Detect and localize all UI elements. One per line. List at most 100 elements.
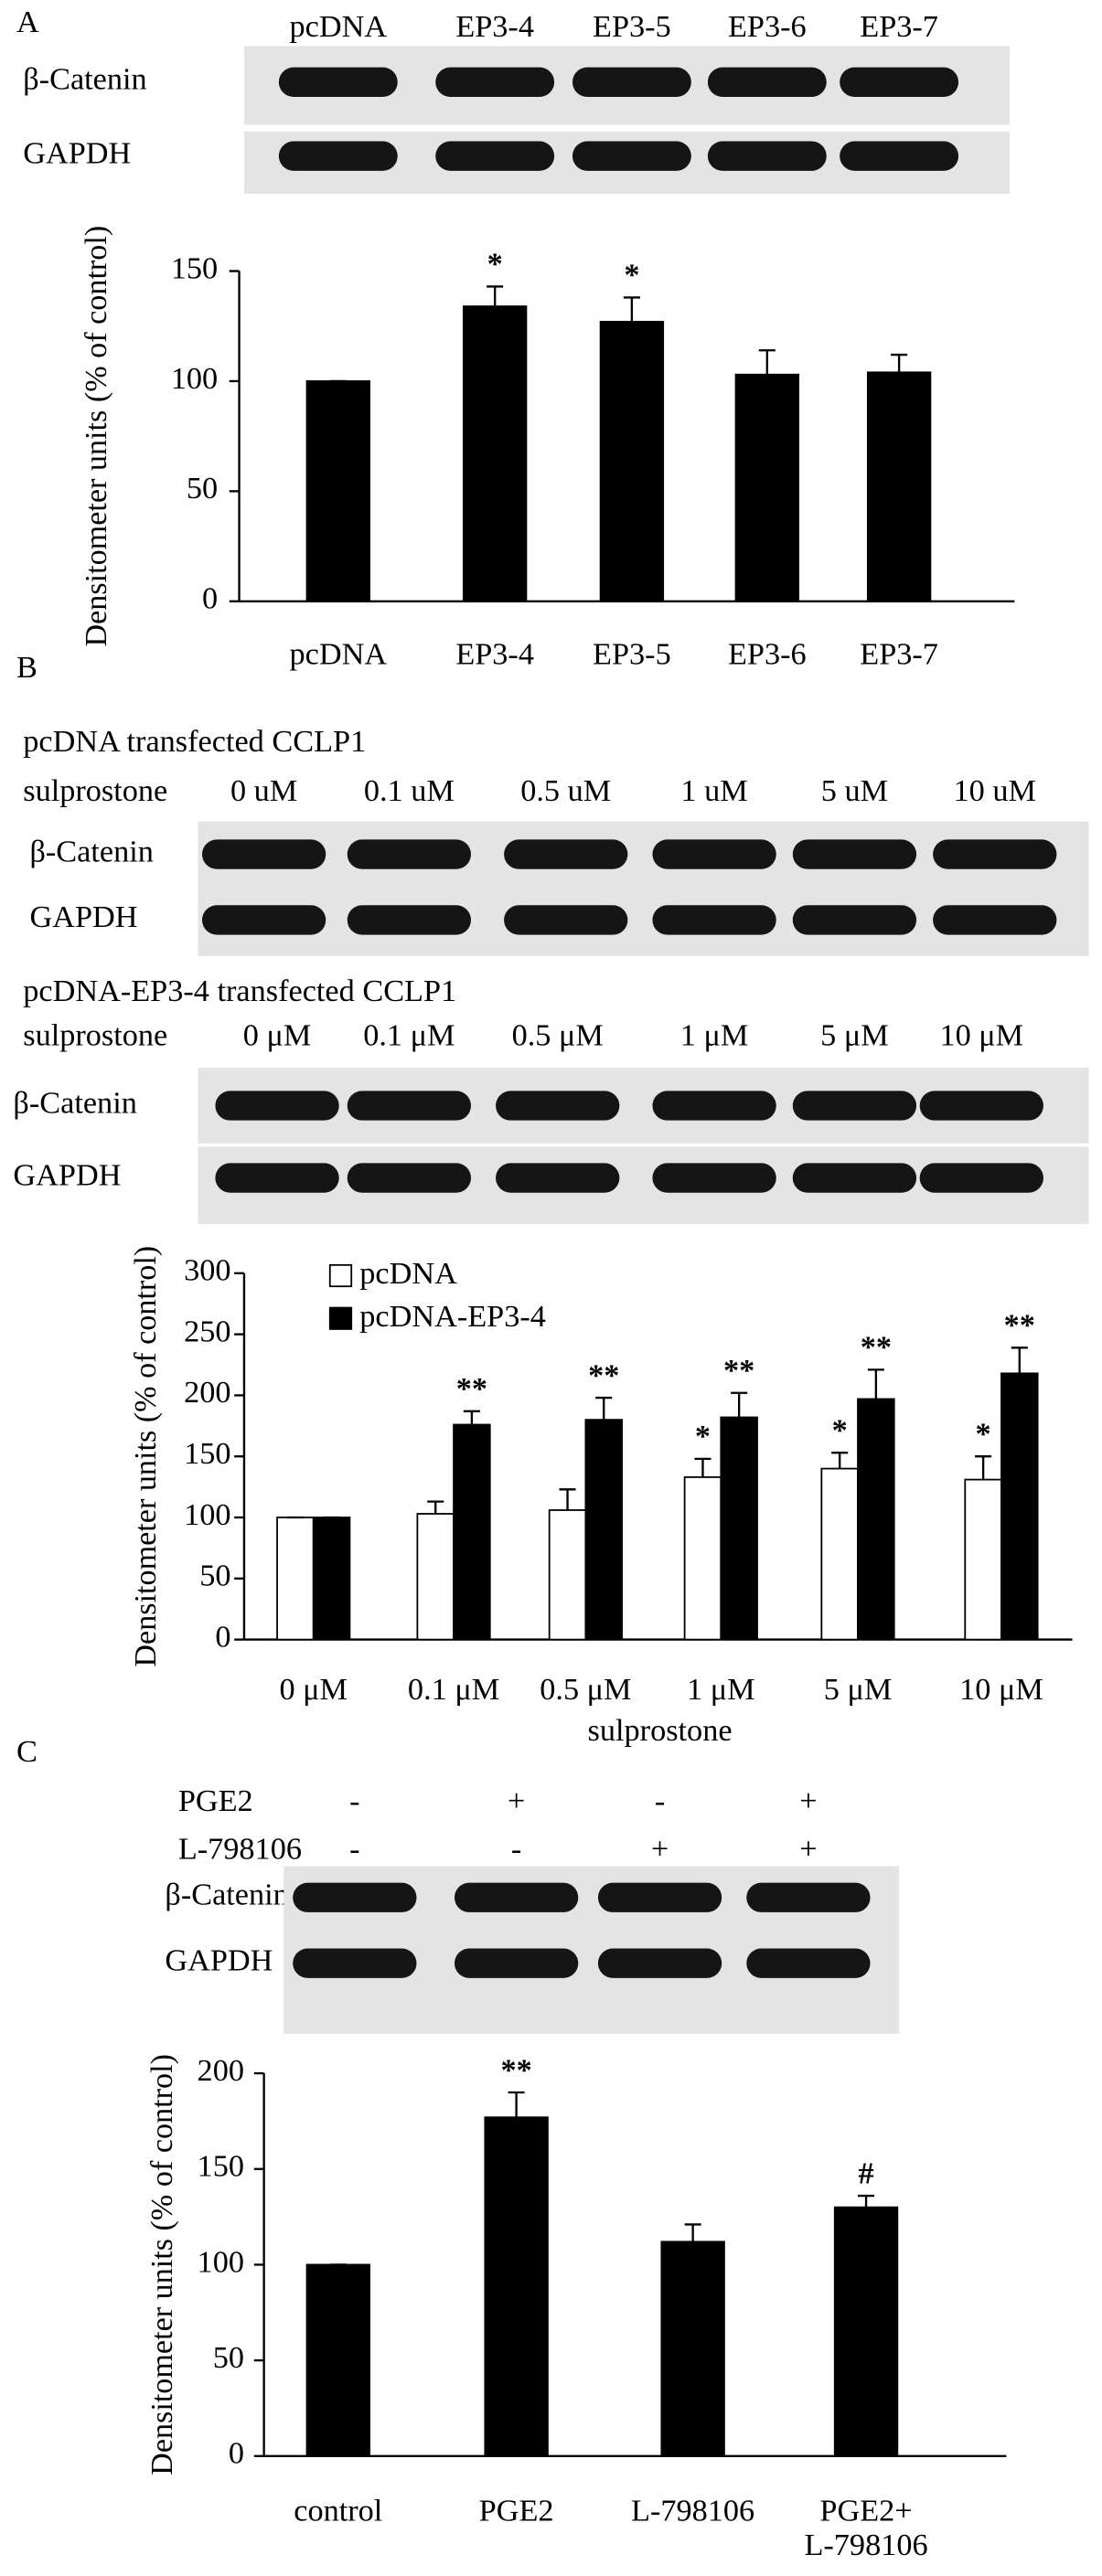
condition-label: L-798106 — [178, 1832, 302, 1866]
row-label: GAPDH — [13, 1158, 121, 1192]
bar — [462, 305, 528, 602]
y-tick-label: 50 — [187, 472, 218, 506]
blot-band — [435, 141, 555, 171]
error-bar — [867, 1368, 884, 1400]
lane-label: 5 uM — [821, 774, 888, 808]
blot-band — [278, 67, 398, 98]
condition-sign: - — [655, 1784, 665, 1818]
error-bar — [463, 1410, 480, 1425]
x-tick-label: 0.5 μM — [540, 1673, 631, 1707]
y-tick-label: 150 — [184, 1437, 230, 1471]
lane-label: 5 μM — [820, 1019, 889, 1053]
blot-band — [919, 1163, 1043, 1193]
blot-band — [504, 839, 628, 869]
x-tick-label: 0 μM — [279, 1673, 348, 1707]
x-tick-label: L-798106 — [631, 2495, 754, 2528]
blot-band — [504, 905, 628, 935]
significance-mark: * — [695, 1420, 711, 1453]
significance-mark: # — [858, 2156, 873, 2190]
bar — [548, 1509, 587, 1641]
legend-label: pcDNA-EP3-4 — [359, 1300, 546, 1334]
lane-label: 0.5 uM — [520, 774, 611, 808]
x-tick-label: 5 μM — [824, 1673, 893, 1707]
blot-band — [293, 1948, 417, 1978]
x-tick-label: control — [294, 2495, 382, 2528]
lane-label: EP3-5 — [593, 10, 671, 44]
panel-label: C — [16, 1735, 37, 1769]
y-tick-label: 100 — [198, 2245, 244, 2279]
blot-band — [293, 1882, 417, 1912]
error-bar — [758, 349, 776, 375]
x-tick-label: 0.1 μM — [408, 1673, 499, 1707]
significance-mark: ** — [723, 1354, 754, 1388]
row-label: β-Catenin — [165, 1879, 288, 1912]
bar — [833, 2206, 899, 2457]
row-label: GAPDH — [23, 137, 131, 171]
error-bar — [427, 1500, 444, 1515]
lane-label: EP3-7 — [860, 10, 938, 44]
blot-band — [746, 1948, 871, 1978]
blot-band — [792, 905, 917, 935]
row-label: GAPDH — [29, 900, 137, 934]
error-bar — [684, 2223, 701, 2242]
y-tick-label: 150 — [171, 251, 218, 285]
blot-band — [454, 1948, 579, 1978]
condition-label: PGE2 — [178, 1784, 253, 1818]
lane-label: 0.1 uM — [364, 774, 455, 808]
blot-band — [215, 1163, 339, 1193]
y-tick-label: 0 — [202, 582, 218, 616]
treatment-label: sulprostone — [23, 1019, 167, 1053]
blot-band — [597, 1948, 722, 1978]
panel-label: A — [16, 5, 39, 39]
condition-sign: - — [349, 1784, 359, 1818]
x-tick-label: PGE2+ L-798106 — [804, 2495, 927, 2562]
treatment-label: sulprostone — [23, 774, 167, 808]
blot-band — [201, 839, 326, 869]
blot-band — [652, 905, 776, 935]
blot-band — [792, 1091, 917, 1121]
blot-band — [707, 141, 827, 171]
blot-band — [597, 1882, 722, 1912]
condition-sign: + — [799, 1784, 817, 1818]
bar — [276, 1517, 315, 1641]
significance-mark: ** — [861, 1331, 892, 1365]
y-tick-label: 200 — [198, 2054, 244, 2088]
y-tick-label: 50 — [213, 2341, 244, 2375]
blot-band — [347, 839, 472, 869]
blot-band — [746, 1882, 871, 1912]
bar — [599, 321, 665, 602]
bar — [720, 1416, 758, 1641]
error-bar — [559, 1488, 576, 1510]
blot-band — [454, 1882, 579, 1912]
blot-band — [707, 67, 827, 98]
blot-band — [496, 1163, 620, 1193]
error-bar — [508, 2091, 525, 2118]
bar — [453, 1423, 491, 1641]
bar — [305, 2263, 370, 2457]
bar — [734, 373, 799, 602]
x-axis-label: sulprostone — [588, 1714, 733, 1748]
lane-label: EP3-6 — [728, 10, 807, 44]
lane-label: 1 uM — [680, 774, 747, 808]
y-axis-label: Densitometer units (% of control) — [145, 2054, 179, 2475]
row-label: β-Catenin — [13, 1086, 136, 1120]
y-tick-label: 50 — [199, 1559, 230, 1593]
bar — [312, 1517, 351, 1641]
x-tick-label: EP3-7 — [860, 638, 938, 672]
error-bar — [731, 1391, 748, 1418]
legend-swatch — [328, 1306, 353, 1330]
bar — [683, 1476, 722, 1641]
x-tick-label: 1 μM — [687, 1673, 755, 1707]
lane-label: 0.1 μM — [363, 1019, 455, 1053]
blot-band — [435, 67, 555, 98]
blot-title: pcDNA transfected CCLP1 — [23, 725, 366, 759]
row-label: β-Catenin — [23, 63, 146, 97]
blot-band — [572, 67, 691, 98]
error-bar — [595, 1396, 613, 1421]
condition-sign: + — [508, 1784, 525, 1818]
condition-sign: - — [511, 1832, 521, 1866]
lane-label: 0 μM — [243, 1019, 312, 1053]
error-bar — [858, 2194, 875, 2208]
